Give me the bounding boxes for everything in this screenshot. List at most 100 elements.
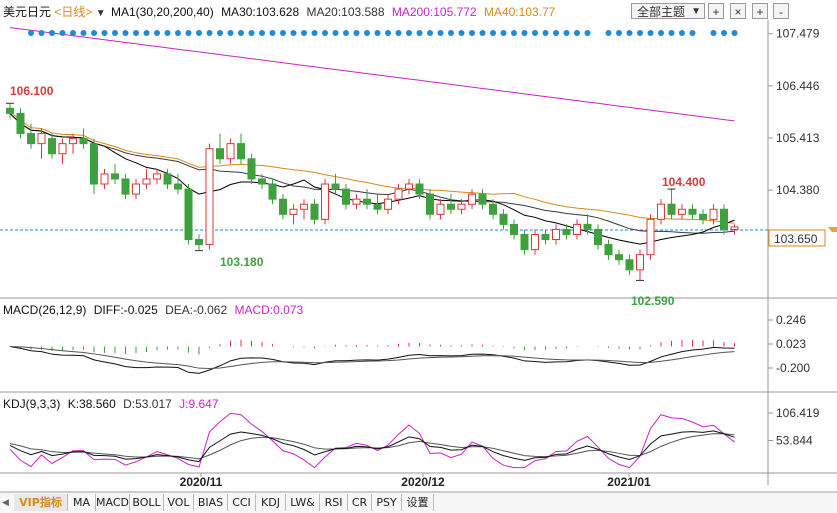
- candle[interactable]: [489, 199, 497, 220]
- candle[interactable]: [79, 128, 88, 149]
- theme-selector[interactable]: 全部主题 ▼: [631, 3, 705, 19]
- candle[interactable]: [604, 239, 613, 260]
- indicator-tab[interactable]: VIP指标: [14, 494, 68, 511]
- candle[interactable]: [205, 143, 214, 250]
- candle[interactable]: [520, 229, 529, 255]
- candle[interactable]: [6, 103, 14, 119]
- close-indicator-button[interactable]: ×: [730, 3, 746, 19]
- candle[interactable]: [121, 173, 130, 200]
- candle[interactable]: [27, 123, 35, 149]
- candle[interactable]: [69, 133, 77, 154]
- candle[interactable]: [310, 199, 319, 225]
- candle[interactable]: [468, 189, 476, 210]
- candle[interactable]: [436, 199, 445, 220]
- candle[interactable]: [90, 138, 98, 195]
- kdj-title[interactable]: KDJ(9,3,3): [3, 397, 61, 411]
- candle[interactable]: [720, 204, 728, 235]
- candle-body: [594, 228, 602, 246]
- candle[interactable]: [657, 199, 665, 225]
- candle[interactable]: [636, 249, 644, 281]
- symbol-name[interactable]: 美元日元: [3, 5, 52, 19]
- candle[interactable]: [625, 254, 634, 275]
- indicator-tab[interactable]: CCI: [228, 494, 256, 511]
- candle[interactable]: [58, 138, 67, 164]
- candle[interactable]: [541, 229, 550, 245]
- candle[interactable]: [562, 224, 571, 240]
- candle[interactable]: [132, 178, 140, 200]
- candle[interactable]: [268, 178, 277, 205]
- indicator-tab[interactable]: VOL: [164, 494, 194, 511]
- signal-dot: [206, 30, 213, 36]
- candle[interactable]: [300, 199, 308, 220]
- candle[interactable]: [153, 168, 161, 185]
- candle[interactable]: [678, 204, 686, 220]
- candle[interactable]: [279, 194, 287, 220]
- period-label[interactable]: <日线>: [54, 5, 93, 19]
- zoom-in-button[interactable]: +: [752, 3, 768, 19]
- candle[interactable]: [615, 249, 623, 265]
- indicator-tab[interactable]: PSY: [372, 494, 402, 511]
- candle[interactable]: [174, 173, 182, 195]
- candle[interactable]: [195, 234, 203, 251]
- candle[interactable]: [16, 108, 25, 139]
- zoom-out-button[interactable]: -: [773, 3, 789, 19]
- tabs-scroll-left-icon[interactable]: ◀: [2, 498, 9, 508]
- candle[interactable]: [426, 189, 434, 220]
- candle-body: [58, 143, 67, 155]
- candle[interactable]: [646, 214, 655, 260]
- candle[interactable]: [184, 184, 193, 245]
- candle[interactable]: [237, 133, 245, 164]
- candle[interactable]: [111, 163, 119, 185]
- candle[interactable]: [478, 189, 487, 210]
- candle[interactable]: [142, 168, 151, 190]
- candle[interactable]: [331, 173, 340, 195]
- candle[interactable]: [373, 194, 382, 215]
- candle[interactable]: [594, 224, 602, 250]
- indicator-tab[interactable]: MA: [68, 494, 96, 511]
- candle[interactable]: [730, 224, 739, 235]
- candle[interactable]: [552, 224, 560, 245]
- indicator-tab[interactable]: BOLL: [130, 494, 164, 511]
- candle[interactable]: [258, 173, 266, 190]
- indicator-tab[interactable]: 设置: [402, 494, 434, 511]
- candle[interactable]: [709, 204, 718, 225]
- indicator-tab[interactable]: MACD: [96, 494, 130, 511]
- dropdown-arrow-icon[interactable]: ▼: [95, 8, 106, 19]
- candle[interactable]: [667, 189, 676, 220]
- indicator-tab[interactable]: BIAS: [194, 494, 228, 511]
- indicator-tab[interactable]: LW&: [286, 494, 320, 511]
- candle[interactable]: [510, 219, 518, 240]
- signal-dot: [154, 30, 160, 36]
- candle[interactable]: [499, 209, 508, 230]
- candle[interactable]: [321, 178, 329, 225]
- candle[interactable]: [100, 168, 109, 190]
- candle[interactable]: [415, 178, 424, 200]
- add-indicator-button[interactable]: +: [708, 3, 724, 19]
- candle[interactable]: [384, 194, 392, 215]
- candle[interactable]: [37, 128, 46, 159]
- candle[interactable]: [699, 209, 707, 225]
- candle[interactable]: [48, 133, 56, 159]
- macd-title[interactable]: MACD(26,12,9): [3, 303, 87, 317]
- candle[interactable]: [457, 199, 466, 215]
- candle[interactable]: [226, 138, 235, 164]
- candle[interactable]: [447, 194, 455, 215]
- candle[interactable]: [531, 229, 539, 255]
- candle-body: [573, 223, 581, 235]
- indicator-tab[interactable]: RSI: [320, 494, 348, 511]
- candle[interactable]: [363, 189, 371, 210]
- candle[interactable]: [405, 178, 413, 195]
- candle[interactable]: [342, 184, 350, 210]
- candle[interactable]: [573, 219, 581, 240]
- indicator-tab[interactable]: CR: [348, 494, 372, 511]
- candle[interactable]: [352, 194, 361, 210]
- candle[interactable]: [583, 214, 592, 235]
- candle[interactable]: [688, 204, 697, 220]
- candle[interactable]: [163, 168, 172, 190]
- indicator-tab[interactable]: KDJ: [256, 494, 286, 511]
- candle[interactable]: [247, 153, 256, 185]
- candle[interactable]: [216, 133, 224, 164]
- candle[interactable]: [289, 204, 298, 225]
- candle[interactable]: [394, 184, 403, 205]
